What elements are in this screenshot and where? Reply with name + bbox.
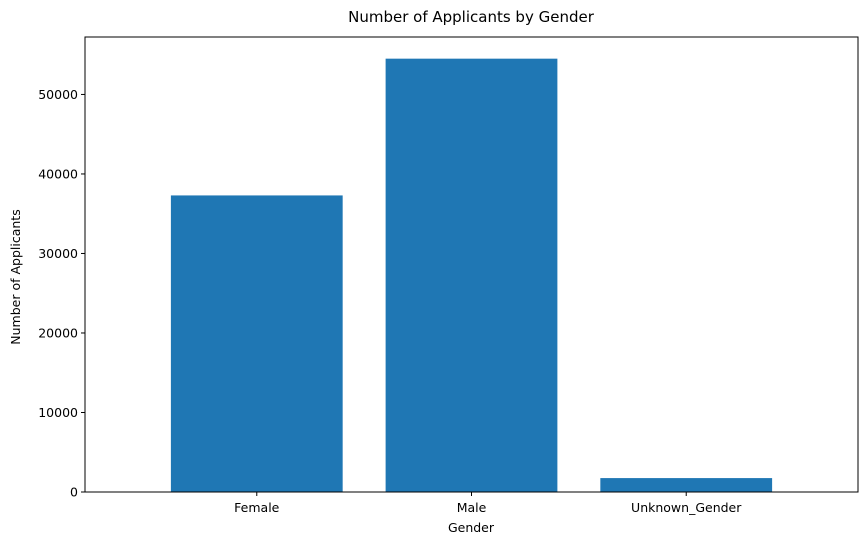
y-tick-label: 20000 <box>38 325 78 340</box>
bar-female <box>170 195 343 492</box>
x-tick-label: Male <box>457 500 487 515</box>
x-axis-label: Gender <box>448 520 495 535</box>
chart-title: Number of Applicants by Gender <box>348 8 595 26</box>
y-tick-label: 0 <box>70 485 78 500</box>
y-tick-label: 50000 <box>38 87 78 102</box>
x-tick-label: Female <box>234 500 280 515</box>
y-tick-label: 30000 <box>38 246 78 261</box>
y-tick-label: 10000 <box>38 405 78 420</box>
y-tick-label: 40000 <box>38 166 78 181</box>
y-axis-label: Number of Applicants <box>8 209 23 344</box>
x-tick-label: Unknown_Gender <box>631 500 742 515</box>
axes-layer: 0 10000 20000 30000 40000 50000 Female Male Unkn… <box>38 36 859 515</box>
bar-unknown-gender <box>600 478 773 492</box>
bars-layer <box>170 58 773 493</box>
bar-male <box>385 58 558 493</box>
